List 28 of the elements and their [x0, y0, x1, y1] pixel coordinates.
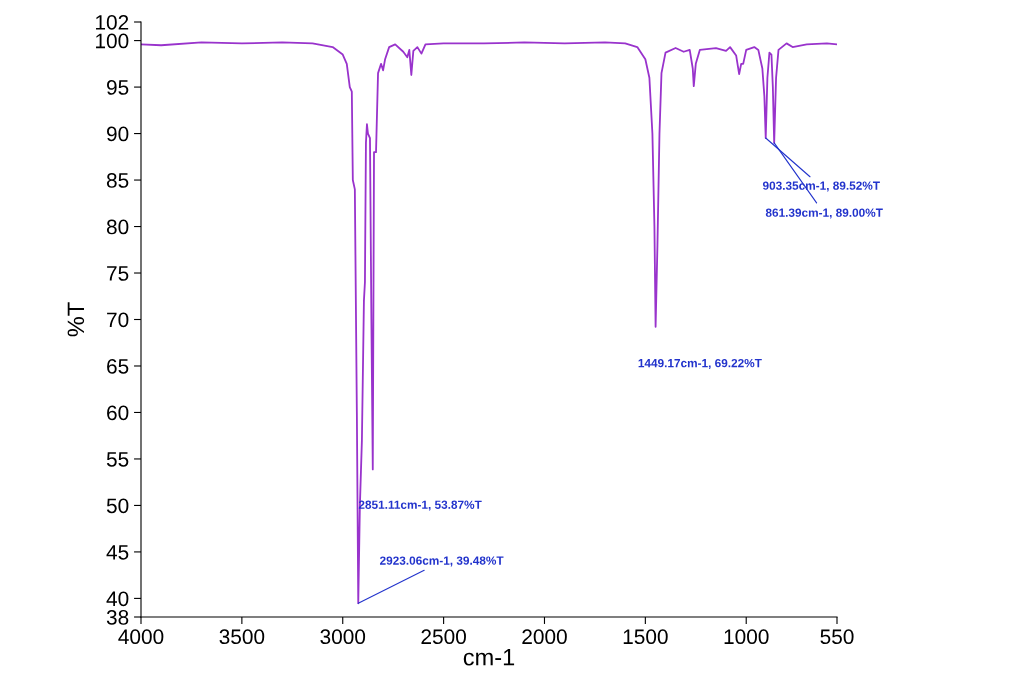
x-tick-label: 4000 — [118, 629, 164, 645]
y-tick-label: 90 — [107, 126, 129, 142]
y-tick-label: 65 — [107, 358, 129, 374]
y-tick-label: 70 — [107, 312, 129, 328]
y-tick-label: 40 — [106, 591, 129, 607]
y-tick-label: 100 — [96, 33, 129, 49]
y-tick-label: 85 — [106, 173, 129, 188]
y-tick-label: 102 — [96, 15, 129, 30]
annotation: 861.39cm-1, 89.00%T — [765, 208, 883, 219]
y-tick-label: 95 — [107, 80, 129, 95]
y-tick-label: 75 — [107, 266, 129, 281]
x-tick-label: 1000 — [724, 629, 769, 645]
x-tick-label: 2500 — [421, 629, 466, 645]
y-tick-label: 60 — [107, 405, 129, 421]
x-tick-label: 2000 — [522, 629, 567, 645]
y-tick-label: 38 — [106, 610, 129, 625]
x-tick-label: 550 — [820, 629, 854, 645]
x-tick-label: 3000 — [320, 629, 366, 645]
x-tick-label: 1500 — [623, 629, 668, 645]
annotation: 2923.06cm-1, 39.48%T — [379, 556, 504, 567]
y-tick-label: 55 — [106, 452, 129, 467]
x-tick-label: 3500 — [219, 629, 265, 645]
annotation: 1449.17cm-1, 69.22%T — [638, 358, 762, 370]
y-axis-title: %T — [67, 302, 85, 337]
x-axis-title: cm-1 — [463, 649, 515, 666]
y-tick-label: 80 — [106, 219, 129, 235]
y-tick-label: 45 — [106, 545, 129, 560]
y-tick-label: 50 — [106, 498, 129, 514]
